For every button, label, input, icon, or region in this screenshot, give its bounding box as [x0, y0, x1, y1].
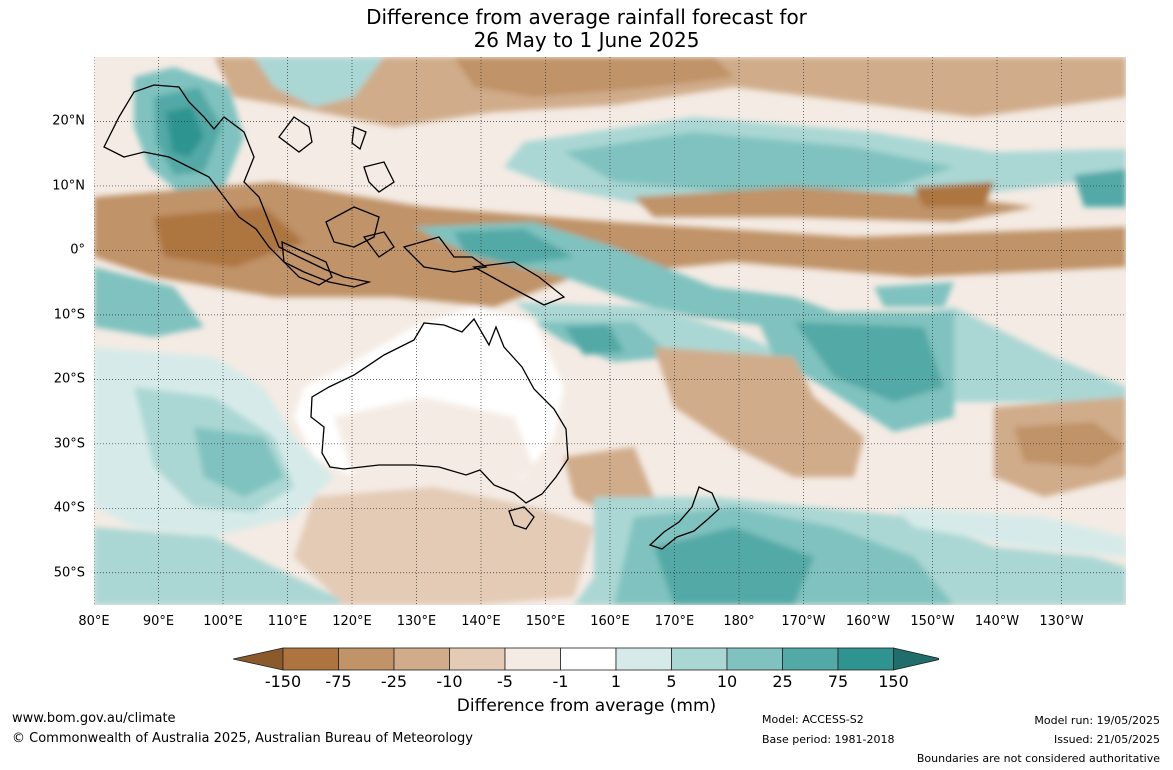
lat-label: 20°S — [53, 371, 85, 387]
legend-tick-label: 5 — [666, 672, 677, 691]
lat-label: 0° — [70, 242, 85, 258]
legend-tick-label: 1 — [610, 672, 622, 691]
lon-label: 170°E — [654, 614, 695, 629]
lon-label: 180° — [723, 614, 755, 629]
legend-arrow-high — [893, 647, 939, 671]
lon-label: 140°E — [461, 614, 501, 629]
map-title-line1: Difference from average rainfall forecas… — [366, 5, 807, 29]
base-period-text: Base period: 1981-2018 — [762, 733, 895, 746]
lon-label: 160°E — [590, 614, 630, 629]
legend-color-box — [393, 647, 450, 671]
lat-label: 40°S — [53, 500, 85, 516]
legend-tick-label: 10 — [716, 672, 738, 691]
coastlines — [103, 84, 720, 550]
legend-title: Difference from average (mm) — [456, 696, 717, 716]
legend-color-box — [782, 647, 839, 671]
legend-color-box — [504, 647, 561, 671]
lon-label: 150°E — [525, 614, 566, 629]
legend-color-box — [615, 647, 672, 671]
model-run-text: Model run: 19/05/2025 — [1034, 714, 1160, 727]
legend-color-box — [282, 647, 339, 671]
lat-label: 10°S — [53, 307, 85, 323]
legend-colorbar — [233, 647, 939, 671]
legend-tick-label: -75 — [325, 672, 352, 691]
lon-label: 140°W — [974, 614, 1020, 629]
lon-label: 100°E — [203, 614, 243, 629]
lon-label: 160°W — [845, 614, 891, 629]
legend-tick-label: -150 — [264, 672, 302, 691]
lon-label: 170°W — [781, 614, 826, 629]
lon-label: 130°W — [1039, 614, 1084, 629]
map-title-line2: 26 May to 1 June 2025 — [473, 28, 700, 52]
legend-tick-label: -5 — [497, 672, 513, 691]
legend-color-box — [560, 647, 617, 671]
legend-color-box — [671, 647, 728, 671]
anomaly-fields — [94, 57, 1126, 605]
legend-color-box — [837, 647, 894, 671]
copyright-text: © Commonwealth of Australia 2025, Austra… — [12, 731, 473, 746]
lat-label: 20°N — [52, 113, 85, 129]
legend-tick-label: 25 — [772, 672, 793, 691]
legend-color-box — [338, 647, 395, 671]
legend-color-box — [726, 647, 783, 671]
legend-tick-label: -10 — [436, 672, 463, 691]
legend-tick-label: 75 — [827, 672, 849, 691]
legend-color-box — [449, 647, 506, 671]
lon-label: 90°E — [142, 614, 175, 629]
legend-tick-label: -1 — [552, 672, 569, 691]
legend-arrow-low — [233, 647, 284, 671]
graticule — [94, 57, 1126, 605]
boundaries-note: Boundaries are not considered authoritat… — [916, 752, 1160, 765]
lat-label: 10°N — [52, 178, 85, 194]
model-text: Model: ACCESS-S2 — [762, 713, 864, 726]
lon-label: 130°E — [396, 614, 437, 629]
legend-tick-label: 150 — [878, 672, 909, 691]
issued-text: Issued: 21/05/2025 — [1053, 733, 1160, 746]
lon-label: 80°E — [78, 614, 110, 629]
rainfall-anomaly-map — [94, 57, 1126, 605]
lon-label: 150°W — [910, 614, 955, 629]
website-link[interactable]: www.bom.gov.au/climate — [12, 711, 176, 726]
lat-label: 30°S — [53, 436, 85, 452]
lat-label: 50°S — [53, 565, 85, 581]
lon-label: 110°E — [267, 614, 308, 629]
lon-label: 120°E — [332, 614, 372, 629]
legend-tick-label: -25 — [380, 672, 408, 691]
